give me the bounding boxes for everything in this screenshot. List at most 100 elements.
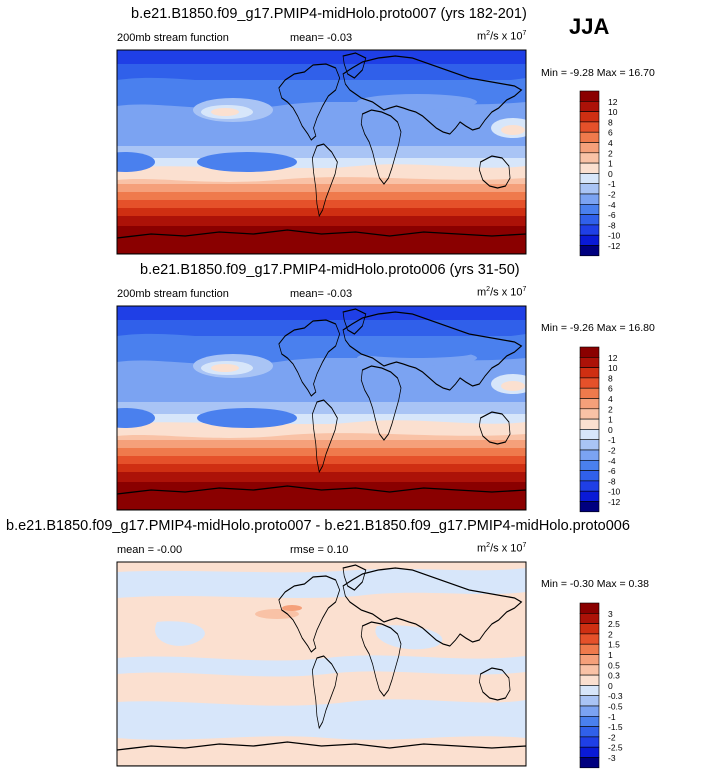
colorbar-box [579,470,600,482]
colorbar-tick-label: 12 [608,353,618,363]
panel3-mean: mean = -0.00 [117,544,183,556]
panel3-colorbar: 32.521.510.50.30-0.3-0.5-1-1.5-2-2.5-3 [579,602,623,769]
colorbar-box [579,695,600,707]
coastline [342,55,523,135]
colorbar-box [579,654,600,666]
colorbar-tick-label: -6 [608,466,616,476]
contour-band [117,440,526,448]
colorbar-tick-label: 4 [608,394,613,404]
contour-band [117,699,526,740]
colorbar-box [579,501,600,513]
colorbar-box [579,664,600,676]
panel1-frame [116,49,527,255]
colorbar-tick-label: 0.5 [608,660,620,670]
contour-band [117,432,526,440]
panel1-map [117,50,526,254]
panel3-frame [116,561,527,767]
contour-band [211,364,239,372]
contour-band [117,374,526,402]
contour-band [117,192,526,200]
colorbar-tick-label: 1 [608,159,613,169]
panel3-rmse: rmse = 0.10 [290,544,349,556]
colorbar-tick-label: -0.3 [608,691,623,701]
colorbar-box [579,387,600,399]
colorbar-tick-label: 0.3 [608,671,620,681]
contour-band [117,306,526,320]
colorbar-tick-label: 6 [608,384,613,394]
colorbar-box [579,121,600,133]
colorbar-tick-label: -1 [608,435,616,445]
contour-band [282,605,302,611]
colorbar-box [579,459,600,471]
coastline [478,155,511,189]
contour-band [357,346,477,358]
colorbar-tick-label: 0 [608,681,613,691]
panel1-units: m2/s x 107 [477,30,527,43]
colorbar-box [579,214,600,226]
colorbar-tick-label: 1.5 [608,640,620,650]
panel1-mean: mean= -0.03 [290,32,353,44]
colorbar-box [579,736,600,748]
panel1-title: b.e21.B1850.f09_g17.PMIP4-midHolo.proto0… [131,6,527,22]
colorbar-tick-label: 0 [608,425,613,435]
panel3-minmax: Min = -0.30 Max = 0.38 [541,578,649,590]
colorbar-tick-label: -0.5 [608,702,623,712]
coastline [342,567,523,647]
coastline [342,564,367,591]
contour-band [117,158,526,168]
coastline [278,319,341,397]
colorbar-box [579,183,600,195]
colorbar-box [579,449,600,461]
contour-band [117,655,526,677]
contour-band [155,621,205,646]
panel2-minmax: Min = -9.26 Max = 16.80 [541,322,655,334]
contour-band [357,94,477,110]
colorbar-tick-label: -4 [608,200,616,210]
colorbar-box [579,142,600,154]
contour-band [117,200,526,208]
panel3-title: b.e21.B1850.f09_g17.PMIP4-midHolo.proto0… [6,518,630,534]
colorbar-tick-label: -1 [608,712,616,722]
colorbar-box [579,757,600,769]
colorbar-tick-label: 8 [608,373,613,383]
colorbar-tick-label: 2 [608,404,613,414]
contour-band [117,152,155,172]
colorbar-tick-label: -10 [608,231,621,241]
season-label: JJA [569,14,610,39]
colorbar-tick-label: -2 [608,190,616,200]
coastline [360,109,402,185]
colorbar-box [579,746,600,758]
coastline [360,365,402,441]
contour-band [117,146,526,158]
coastline [312,143,338,218]
contour-band [117,456,526,464]
colorbar-tick-label: 2.5 [608,619,620,629]
colorbar-tick-label: 10 [608,107,618,117]
colorbar-tick-label: 12 [608,97,618,107]
coastline [342,311,523,391]
panel2-field-label: 200mb stream function [117,288,229,300]
colorbar-box [579,398,600,410]
contour-band [117,472,526,482]
colorbar-tick-label: -12 [608,241,621,251]
colorbar-box [579,418,600,430]
colorbar-box [579,726,600,738]
colorbar-tick-label: 2 [608,148,613,158]
coastline [312,399,338,474]
colorbar-box [579,715,600,727]
colorbar-box [579,152,600,164]
colorbar-box [579,131,600,143]
colorbar-tick-label: -2 [608,732,616,742]
colorbar-tick-label: 4 [608,138,613,148]
panel2-units: m2/s x 107 [477,286,527,299]
colorbar-tick-label: -1.5 [608,722,623,732]
contour-band [117,176,526,184]
colorbar-box [579,346,600,358]
contour-band [117,216,526,226]
colorbar-box [579,633,600,645]
colorbar-tick-label: 1 [608,650,613,660]
coastline [278,63,341,141]
contour-band [197,152,297,172]
